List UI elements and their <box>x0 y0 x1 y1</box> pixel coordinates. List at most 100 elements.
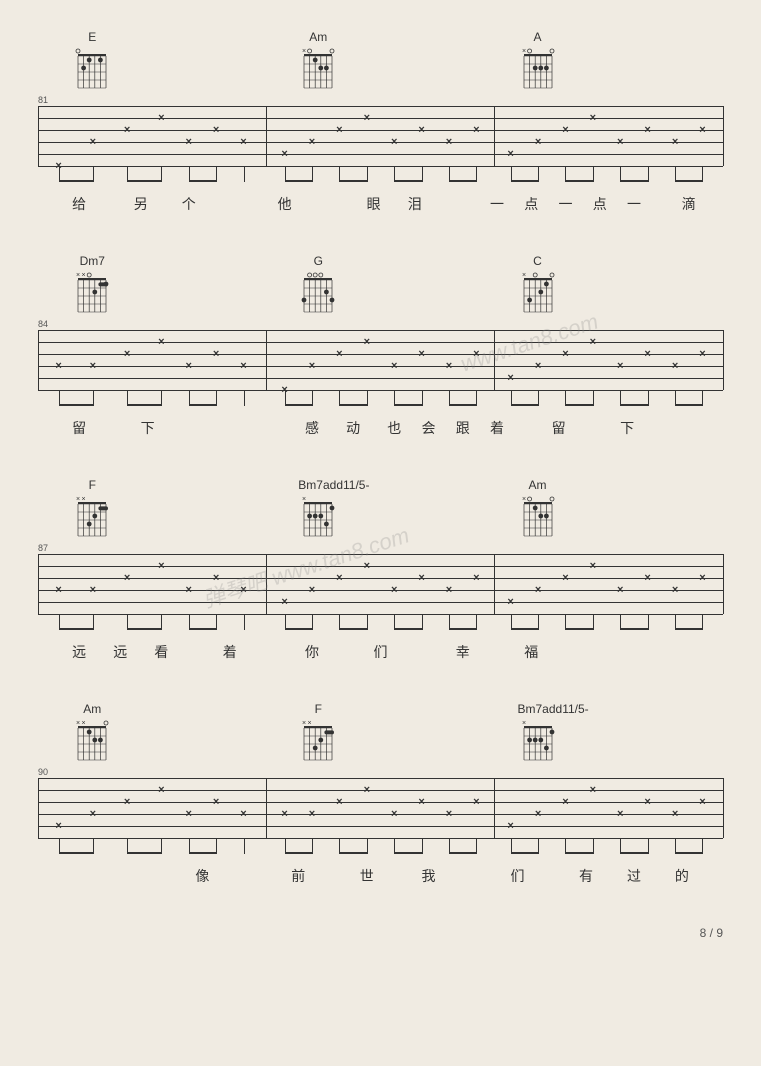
lyric-syllable: 跟 <box>456 418 470 438</box>
lyric-syllable: 有 <box>579 866 593 886</box>
chord-diagram: Am× <box>518 478 558 547</box>
strum-mark: × <box>281 148 287 160</box>
strum-mark: × <box>699 796 705 808</box>
tab-system: Dm7××GC×84×××××××××××××××××××××××留下感动也会跟… <box>38 254 723 442</box>
strum-mark: × <box>213 796 219 808</box>
chord-name: Am <box>298 30 338 44</box>
strum-mark: × <box>336 572 342 584</box>
chord-diagram: F ×× <box>72 478 112 547</box>
strum-mark: × <box>90 808 96 820</box>
lyric-syllable: 们 <box>511 866 525 886</box>
strum-mark: × <box>364 112 370 124</box>
lyric-row: 像前世我们有过的 <box>38 866 723 890</box>
strum-mark: × <box>590 112 596 124</box>
lyric-syllable: 幸 <box>456 642 470 662</box>
strum-mark: × <box>124 796 130 808</box>
lyric-row: 留下感动也会跟着留下 <box>38 418 723 442</box>
measure-number: 87 <box>38 543 48 553</box>
chord-row: Dm7××GC× <box>38 254 723 326</box>
strum-mark: × <box>240 360 246 372</box>
strum-mark: × <box>213 124 219 136</box>
chord-name: C <box>518 254 558 268</box>
strum-mark: × <box>90 360 96 372</box>
strum-mark: × <box>446 808 452 820</box>
strum-mark: × <box>158 336 164 348</box>
chord-diagram: Dm7×× <box>72 254 112 323</box>
measure-number: 90 <box>38 767 48 777</box>
strum-mark: × <box>309 808 315 820</box>
strum-mark: × <box>418 348 424 360</box>
svg-text:×: × <box>82 496 86 503</box>
strum-mark: × <box>90 584 96 596</box>
lyric-syllable: 个 <box>182 194 196 214</box>
strum-mark: × <box>507 372 513 384</box>
strum-mark: × <box>364 560 370 572</box>
strum-mark: × <box>213 572 219 584</box>
lyric-syllable: 远 <box>113 642 127 662</box>
lyric-syllable: 的 <box>675 866 689 886</box>
strum-mark: × <box>309 136 315 148</box>
measure-number: 84 <box>38 319 48 329</box>
chord-name: F <box>298 702 338 716</box>
strum-mark: × <box>699 348 705 360</box>
lyric-row: 远远看着你们幸福 <box>38 642 723 666</box>
strum-mark: × <box>446 584 452 596</box>
strum-mark: × <box>240 584 246 596</box>
strum-mark: × <box>473 572 479 584</box>
chord-diagram: Am ×× <box>72 702 112 771</box>
strum-mark: × <box>55 820 61 832</box>
lyric-syllable: 一 <box>558 194 572 214</box>
strum-mark: × <box>562 796 568 808</box>
lyric-syllable: 过 <box>627 866 641 886</box>
rhythm-stems <box>38 166 723 188</box>
svg-text:×: × <box>76 496 80 503</box>
lyric-syllable: 你 <box>305 642 319 662</box>
strum-mark: × <box>364 784 370 796</box>
strum-mark: × <box>213 348 219 360</box>
chord-diagram: Am× <box>298 30 338 99</box>
lyric-syllable: 泪 <box>408 194 422 214</box>
lyric-syllable: 们 <box>374 642 388 662</box>
strum-mark: × <box>90 136 96 148</box>
tab-system: EAm×A×81×××××××××××××××××××××××给另个他眼泪一点一… <box>38 30 723 218</box>
strum-mark: × <box>672 808 678 820</box>
strum-mark: × <box>364 336 370 348</box>
svg-text:×: × <box>302 496 306 503</box>
strum-mark: × <box>507 148 513 160</box>
lyric-syllable: 另 <box>134 194 148 214</box>
lyric-syllable: 滴 <box>682 194 696 214</box>
strum-mark: × <box>158 784 164 796</box>
strum-mark: × <box>699 572 705 584</box>
measure-number: 81 <box>38 95 48 105</box>
lyric-syllable: 一 <box>490 194 504 214</box>
strum-mark: × <box>590 336 596 348</box>
svg-text:×: × <box>82 720 86 727</box>
lyric-syllable: 我 <box>421 866 435 886</box>
strum-mark: × <box>158 112 164 124</box>
strum-mark: × <box>672 360 678 372</box>
page-number: 8 / 9 <box>38 926 723 940</box>
chord-row: Am××F××Bm7add11/5-× <box>38 702 723 774</box>
strum-mark: × <box>336 124 342 136</box>
strum-mark: × <box>672 136 678 148</box>
chord-name: F <box>72 478 112 492</box>
lyric-syllable: 感 <box>305 418 319 438</box>
strum-mark: × <box>124 124 130 136</box>
strum-mark: × <box>473 124 479 136</box>
strum-mark: × <box>644 124 650 136</box>
chord-name: Am <box>72 702 112 716</box>
strum-mark: × <box>336 796 342 808</box>
chord-diagram: Bm7add11/5-× <box>518 702 589 771</box>
chord-diagram: A× <box>518 30 558 99</box>
lyric-syllable: 留 <box>552 418 566 438</box>
strum-mark: × <box>391 136 397 148</box>
chord-diagram: G <box>298 254 338 323</box>
strum-mark: × <box>473 348 479 360</box>
svg-text:×: × <box>76 720 80 727</box>
lyric-syllable: 留 <box>72 418 86 438</box>
lyric-syllable: 下 <box>620 418 634 438</box>
svg-text:×: × <box>521 720 525 727</box>
strum-mark: × <box>644 348 650 360</box>
chord-name: Dm7 <box>72 254 112 268</box>
strum-mark: × <box>240 808 246 820</box>
